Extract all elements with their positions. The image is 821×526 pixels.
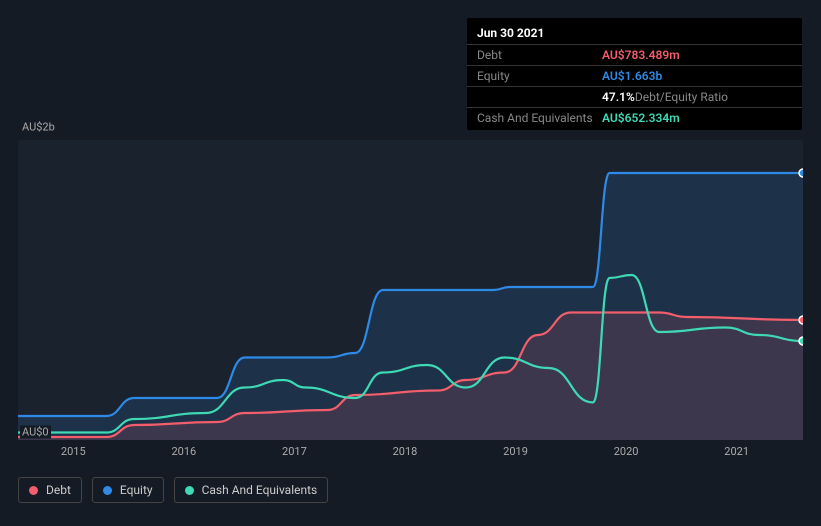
legend-item-cash[interactable]: Cash And Equivalents xyxy=(174,477,329,503)
tooltip-row-value: AU$1.663b xyxy=(602,69,662,83)
tooltip-row: 47.1% Debt/Equity Ratio xyxy=(467,86,802,107)
chart-x-axis: 2015 2016 2017 2018 2019 2020 2021 xyxy=(18,445,803,465)
tooltip-row-value: AU$652.334m xyxy=(602,111,680,125)
legend-dot xyxy=(103,486,112,495)
legend-item-equity[interactable]: Equity xyxy=(92,477,164,503)
tooltip-row-suffix: Debt/Equity Ratio xyxy=(635,90,728,104)
chart-y-label: AU$2b xyxy=(20,121,57,134)
legend-label: Debt xyxy=(46,483,71,497)
chart-svg xyxy=(18,140,803,440)
tooltip-date: Jun 30 2021 xyxy=(467,24,802,44)
chart-legend: Debt Equity Cash And Equivalents xyxy=(18,477,328,503)
legend-item-debt[interactable]: Debt xyxy=(18,477,82,503)
chart-x-label: 2015 xyxy=(61,445,86,458)
chart-tooltip: Jun 30 2021 DebtAU$783.489mEquityAU$1.66… xyxy=(467,18,802,130)
tooltip-row: DebtAU$783.489m xyxy=(467,44,802,65)
legend-label: Cash And Equivalents xyxy=(202,483,318,497)
chart-x-label: 2017 xyxy=(282,445,307,458)
chart-end-marker-debt xyxy=(799,316,803,324)
chart-x-label: 2020 xyxy=(614,445,639,458)
tooltip-row-label xyxy=(477,90,602,104)
tooltip-row-label: Debt xyxy=(477,48,602,62)
tooltip-row-label: Cash And Equivalents xyxy=(477,111,602,125)
chart-plot-area: AU$2bAU$0 xyxy=(18,140,803,440)
chart-x-label: 2018 xyxy=(393,445,418,458)
chart-y-label: AU$0 xyxy=(20,426,51,439)
chart-x-label: 2016 xyxy=(171,445,196,458)
tooltip-row: Cash And EquivalentsAU$652.334m xyxy=(467,107,802,128)
tooltip-row: EquityAU$1.663b xyxy=(467,65,802,86)
tooltip-row-value: AU$783.489m xyxy=(602,48,680,62)
chart-end-marker-cash xyxy=(799,337,803,345)
legend-dot xyxy=(29,486,38,495)
legend-label: Equity xyxy=(120,483,153,497)
tooltip-row-label: Equity xyxy=(477,69,602,83)
legend-dot xyxy=(185,486,194,495)
chart-end-marker-equity xyxy=(799,169,803,177)
chart-x-label: 2021 xyxy=(724,445,749,458)
tooltip-row-value: 47.1% xyxy=(602,90,635,104)
chart-x-label: 2019 xyxy=(503,445,528,458)
